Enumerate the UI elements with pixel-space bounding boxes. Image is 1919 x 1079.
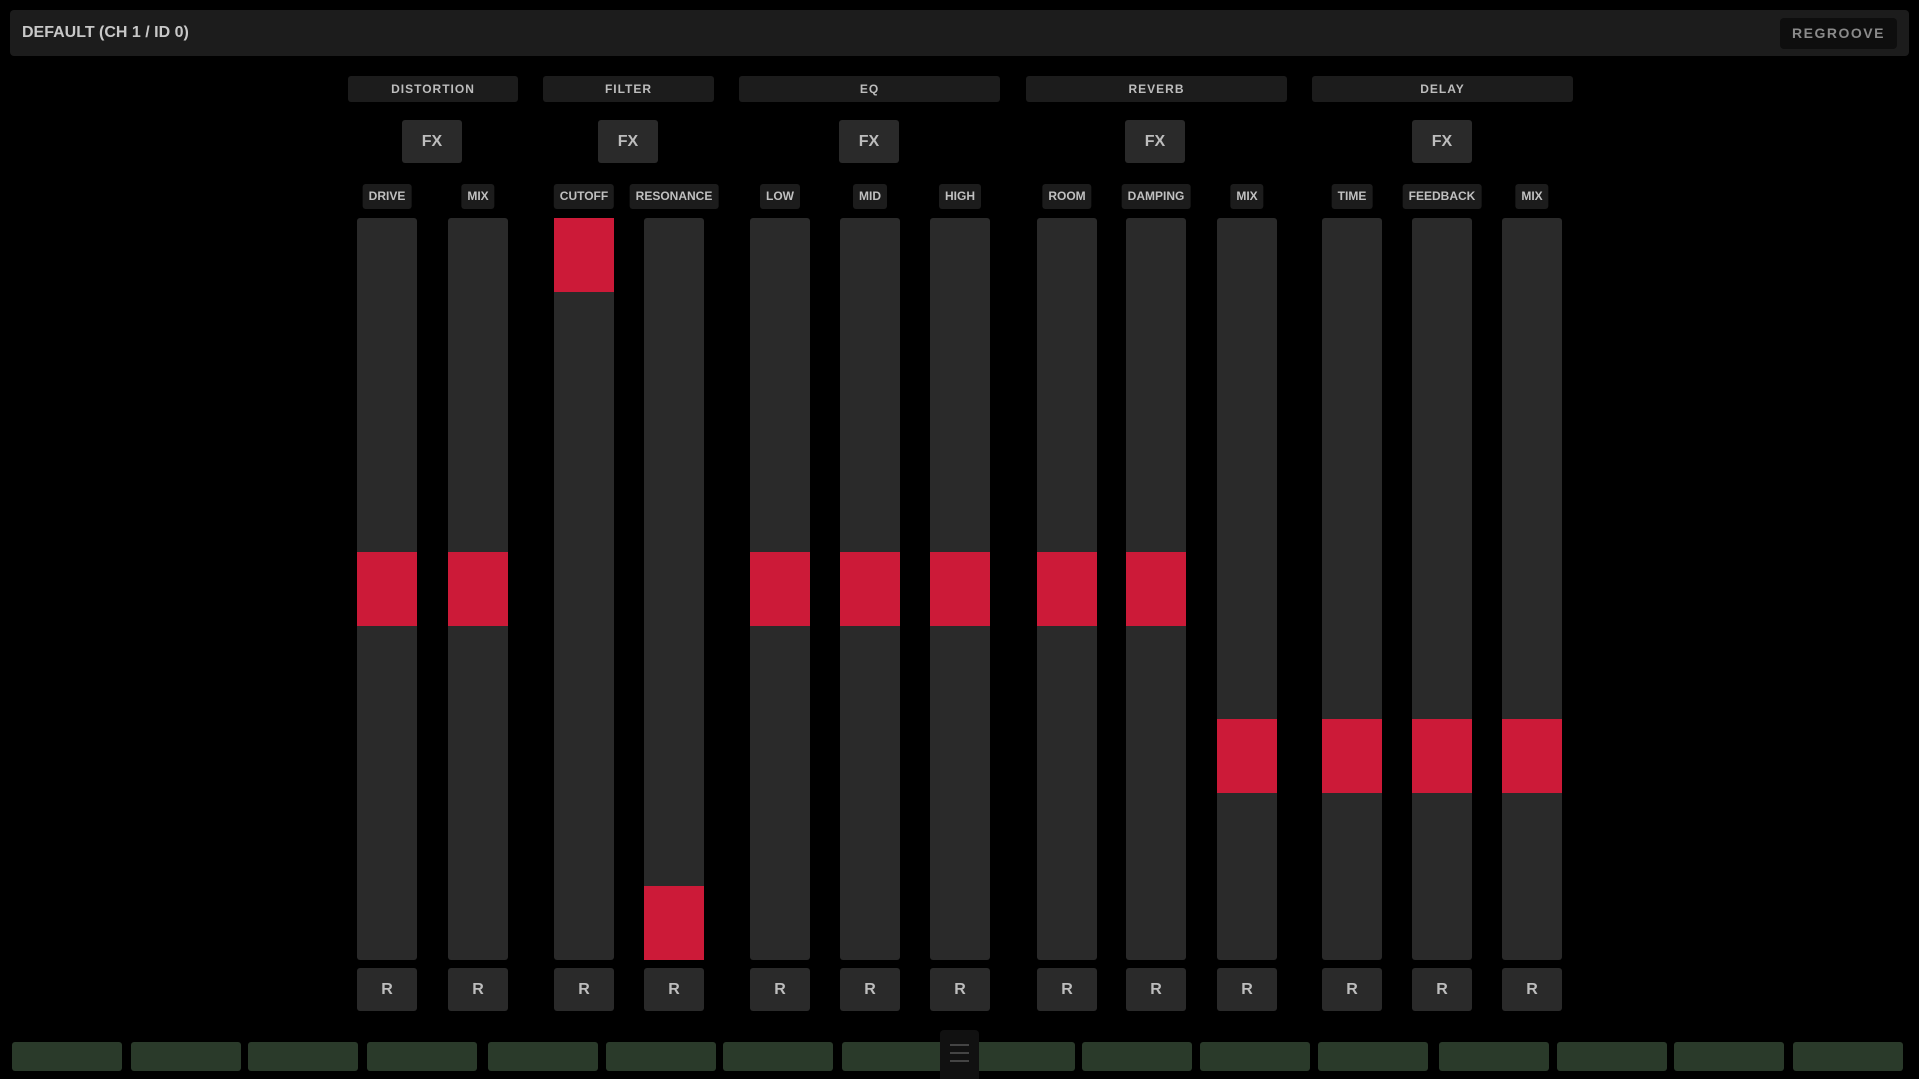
group-label-reverb: REVERB bbox=[1026, 76, 1287, 102]
page-title: DEFAULT (CH 1 / ID 0) bbox=[22, 24, 189, 41]
slider-thumb[interactable] bbox=[1217, 719, 1277, 793]
param-slider[interactable] bbox=[1322, 218, 1382, 960]
pad-button[interactable] bbox=[367, 1042, 477, 1071]
grip-line-icon bbox=[950, 1044, 969, 1046]
reset-button[interactable]: R bbox=[840, 968, 900, 1011]
param-label: LOW bbox=[760, 184, 800, 209]
param-slider[interactable] bbox=[840, 218, 900, 960]
param-slider[interactable] bbox=[644, 218, 704, 960]
slider-thumb[interactable] bbox=[1322, 719, 1382, 793]
slider-thumb[interactable] bbox=[1126, 552, 1186, 626]
param-label: MIX bbox=[461, 184, 495, 209]
param-slider[interactable] bbox=[1217, 218, 1277, 960]
param-label: MIX bbox=[1230, 184, 1264, 209]
param-slider[interactable] bbox=[357, 218, 417, 960]
param-slider[interactable] bbox=[1502, 218, 1562, 960]
pad-button[interactable] bbox=[12, 1042, 122, 1071]
group-label-filter: FILTER bbox=[543, 76, 714, 102]
reset-button[interactable]: R bbox=[448, 968, 508, 1011]
param-label: MID bbox=[853, 184, 887, 209]
reset-button[interactable]: R bbox=[554, 968, 614, 1011]
param-label: HIGH bbox=[939, 184, 981, 209]
param-slider[interactable] bbox=[1126, 218, 1186, 960]
pad-button[interactable] bbox=[1793, 1042, 1903, 1071]
pad-button[interactable] bbox=[248, 1042, 358, 1071]
slider-thumb[interactable] bbox=[930, 552, 990, 626]
param-label: DAMPING bbox=[1121, 184, 1191, 209]
pad-button[interactable] bbox=[1439, 1042, 1549, 1071]
reset-button[interactable]: R bbox=[644, 968, 704, 1011]
reset-button[interactable]: R bbox=[1412, 968, 1472, 1011]
param-label: RESONANCE bbox=[629, 184, 719, 209]
slider-thumb[interactable] bbox=[644, 886, 704, 960]
slider-thumb[interactable] bbox=[448, 552, 508, 626]
pad-button[interactable] bbox=[131, 1042, 241, 1071]
pad-button[interactable] bbox=[488, 1042, 598, 1071]
slider-thumb[interactable] bbox=[1037, 552, 1097, 626]
pad-button[interactable] bbox=[1557, 1042, 1667, 1071]
slider-thumb[interactable] bbox=[554, 218, 614, 292]
header-bar: DEFAULT (CH 1 / ID 0) REGROOVE bbox=[10, 10, 1909, 56]
regroove-button[interactable]: REGROOVE bbox=[1780, 18, 1897, 49]
param-slider[interactable] bbox=[1037, 218, 1097, 960]
param-slider[interactable] bbox=[554, 218, 614, 960]
pad-button[interactable] bbox=[1200, 1042, 1310, 1071]
reset-button[interactable]: R bbox=[750, 968, 810, 1011]
fx-toggle-eq[interactable]: FX bbox=[839, 120, 899, 163]
param-slider[interactable] bbox=[750, 218, 810, 960]
group-label-eq: EQ bbox=[739, 76, 1000, 102]
group-label-delay: DELAY bbox=[1312, 76, 1573, 102]
param-label: TIME bbox=[1331, 184, 1373, 209]
param-label: MIX bbox=[1515, 184, 1549, 209]
param-slider[interactable] bbox=[1412, 218, 1472, 960]
pad-button[interactable] bbox=[1674, 1042, 1784, 1071]
reset-button[interactable]: R bbox=[357, 968, 417, 1011]
param-label: CUTOFF bbox=[553, 184, 615, 209]
slider-thumb[interactable] bbox=[357, 552, 417, 626]
pad-button[interactable] bbox=[723, 1042, 833, 1071]
reset-button[interactable]: R bbox=[1126, 968, 1186, 1011]
reset-button[interactable]: R bbox=[1217, 968, 1277, 1011]
slider-thumb[interactable] bbox=[840, 552, 900, 626]
pad-button[interactable] bbox=[965, 1042, 1075, 1071]
pad-button[interactable] bbox=[842, 1042, 952, 1071]
param-label: ROOM bbox=[1042, 184, 1092, 209]
fx-toggle-delay[interactable]: FX bbox=[1412, 120, 1472, 163]
fx-toggle-distortion[interactable]: FX bbox=[402, 120, 462, 163]
reset-button[interactable]: R bbox=[1322, 968, 1382, 1011]
param-slider[interactable] bbox=[448, 218, 508, 960]
pad-button[interactable] bbox=[606, 1042, 716, 1071]
param-label: DRIVE bbox=[362, 184, 412, 209]
reset-button[interactable]: R bbox=[930, 968, 990, 1011]
fx-toggle-filter[interactable]: FX bbox=[598, 120, 658, 163]
grip-line-icon bbox=[950, 1060, 969, 1062]
param-label: FEEDBACK bbox=[1402, 184, 1482, 209]
grip-line-icon bbox=[950, 1052, 969, 1054]
reset-button[interactable]: R bbox=[1037, 968, 1097, 1011]
reset-button[interactable]: R bbox=[1502, 968, 1562, 1011]
param-slider[interactable] bbox=[930, 218, 990, 960]
slider-thumb[interactable] bbox=[750, 552, 810, 626]
drag-handle[interactable] bbox=[940, 1030, 979, 1079]
slider-thumb[interactable] bbox=[1412, 719, 1472, 793]
fx-toggle-reverb[interactable]: FX bbox=[1125, 120, 1185, 163]
pad-button[interactable] bbox=[1318, 1042, 1428, 1071]
group-label-distortion: DISTORTION bbox=[348, 76, 518, 102]
slider-thumb[interactable] bbox=[1502, 719, 1562, 793]
pad-button[interactable] bbox=[1082, 1042, 1192, 1071]
